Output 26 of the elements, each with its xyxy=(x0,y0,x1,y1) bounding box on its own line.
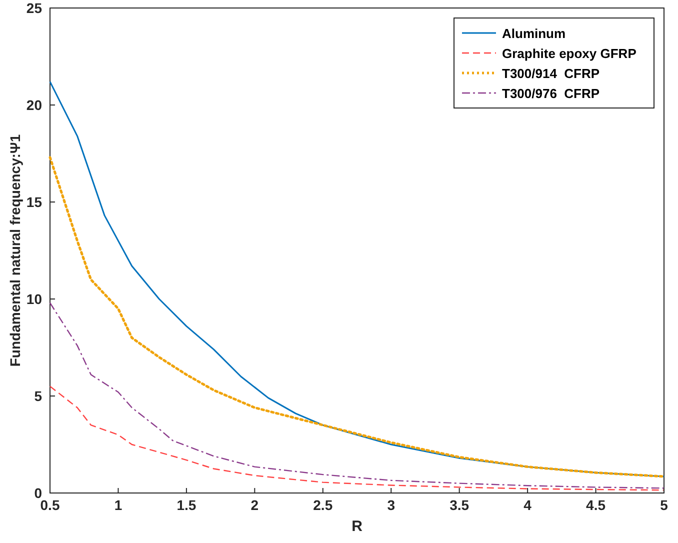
y-tick-label: 15 xyxy=(26,194,42,210)
x-tick-label: 2.5 xyxy=(313,497,333,513)
legend-label: Graphite epoxy GFRP xyxy=(502,46,637,61)
x-tick-label: 3 xyxy=(387,497,396,513)
legend-label: T300/976 CFRP xyxy=(502,86,600,101)
y-tick-label: 20 xyxy=(26,97,42,113)
x-tick-label: 1 xyxy=(114,497,122,513)
x-tick-label: 5 xyxy=(660,497,668,513)
x-tick-label: 0.5 xyxy=(40,497,60,513)
x-tick-label: 4.5 xyxy=(586,497,606,513)
line-series xyxy=(49,386,665,491)
x-tick-label: 2 xyxy=(250,497,259,513)
line-series xyxy=(48,156,666,478)
line-series xyxy=(49,80,665,478)
y-tick-label: 5 xyxy=(34,388,42,404)
x-tick-label: 3.5 xyxy=(450,497,470,513)
y-tick-label: 25 xyxy=(26,0,42,16)
y-tick-label: 10 xyxy=(26,291,42,307)
y-tick-label: 0 xyxy=(34,485,42,501)
line-series xyxy=(49,302,665,489)
y-axis-title: Fundamental natural frequency:Ψ1 xyxy=(7,134,23,367)
legend-label: Aluminum xyxy=(502,26,566,41)
x-tick-label: 1.5 xyxy=(176,497,196,513)
x-tick-label: 4 xyxy=(524,497,532,513)
x-axis-title: R xyxy=(352,518,363,535)
legend-label: T300/914 CFRP xyxy=(502,66,600,81)
